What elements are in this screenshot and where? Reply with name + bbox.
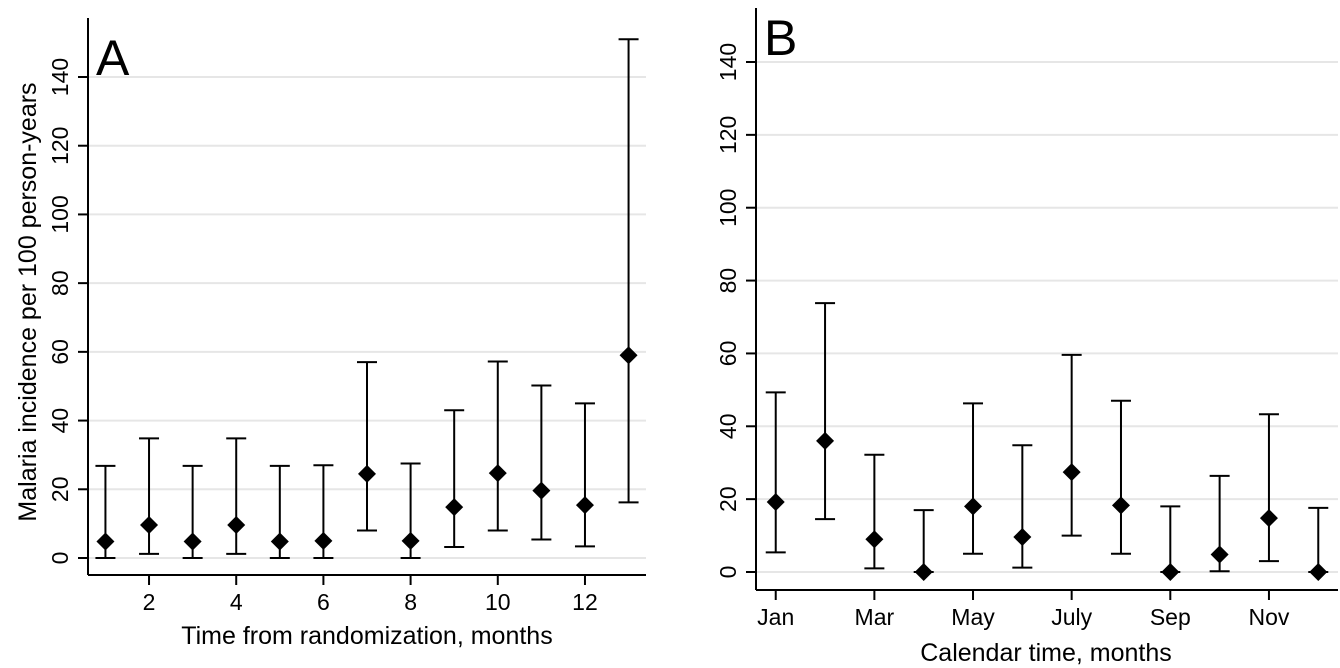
panel-b-point-9 — [1161, 563, 1180, 581]
panel-b-error-bar-11 — [1258, 413, 1279, 563]
panel-b-x-tick-label-4: Sep — [1150, 604, 1191, 630]
panel-a-label: A — [96, 30, 130, 86]
panel-b-point-4 — [914, 563, 933, 581]
panel-a-y-ticks: 0 20 40 60 80 100 120 140 — [47, 58, 88, 565]
panel-b-point-5 — [964, 497, 983, 516]
panel-b-error-bar-7 — [1061, 353, 1082, 537]
panel-a-y-tick-label-6: 120 — [47, 127, 73, 165]
panel-a-error-bar-4 — [226, 437, 247, 555]
panel-b-y-tick-label-7: 140 — [715, 43, 741, 81]
panel-a-error-bar-13 — [618, 38, 639, 504]
panel-a-error-bar-9 — [444, 409, 465, 549]
panel-b-error-bar-1 — [765, 391, 786, 554]
panel-b-point-6 — [1013, 528, 1032, 547]
panel-a-point-10 — [488, 464, 507, 483]
panel-b-y-tick-label-2: 40 — [715, 413, 741, 439]
panel-b-error-bar-5 — [963, 402, 984, 555]
panel-b-point-8 — [1111, 496, 1130, 515]
panel-a: 2 4 6 8 10 12 0 20 40 60 80 100 120 140 A Time from … — [14, 18, 646, 650]
panel-a-axes — [87, 18, 646, 576]
panel-b: Jan Mar May July Sep Nov 0 20 40 60 80 100 120 140 B… — [715, 8, 1338, 667]
panel-b-y-tick-label-5: 100 — [715, 189, 741, 227]
panel-b-point-12 — [1309, 563, 1328, 581]
panel-a-point-9 — [445, 498, 464, 517]
panel-a-x-ticks: 2 4 6 8 10 12 — [143, 575, 598, 615]
panel-b-y-tick-label-3: 60 — [715, 341, 741, 367]
panel-a-point-2 — [140, 516, 159, 535]
panel-b-y-tick-label-4: 80 — [715, 268, 741, 294]
panel-b-x-tick-label-3: July — [1051, 604, 1092, 630]
panel-a-error-bar-11 — [531, 384, 552, 541]
panel-a-y-tick-label-1: 20 — [47, 476, 73, 502]
panel-a-y-tick-label-7: 140 — [47, 58, 73, 96]
panel-a-point-12 — [575, 496, 594, 515]
panel-b-y-tick-label-0: 0 — [715, 566, 741, 579]
panel-a-point-1 — [96, 532, 115, 551]
panel-a-y-tick-label-2: 40 — [47, 408, 73, 434]
panel-b-error-bar-2 — [815, 302, 836, 521]
panel-a-error-bars — [95, 38, 639, 559]
panel-b-label: B — [764, 10, 797, 66]
panel-a-error-bar-7 — [357, 361, 377, 532]
panel-a-markers — [96, 346, 638, 551]
panel-b-x-tick-label-2: May — [951, 604, 995, 630]
panel-b-error-bar-6 — [1012, 444, 1033, 569]
panel-b-y-ticks: 0 20 40 60 80 100 120 140 — [715, 43, 756, 579]
panel-b-error-bar-12 — [1308, 506, 1329, 573]
panel-b-error-bars — [765, 302, 1329, 573]
panel-b-point-3 — [865, 530, 884, 549]
panel-b-x-tick-label-1: Mar — [855, 604, 895, 630]
panel-a-point-4 — [227, 516, 246, 535]
panel-b-markers — [766, 431, 1328, 581]
panel-b-y-tick-label-1: 20 — [715, 486, 741, 512]
panel-b-point-10 — [1210, 545, 1229, 564]
panel-b-error-bar-9 — [1160, 505, 1181, 573]
panel-a-error-bar-12 — [574, 402, 595, 548]
panel-a-x-tick-label-2: 6 — [317, 589, 330, 615]
panel-a-point-3 — [183, 532, 202, 551]
panel-b-grid — [756, 61, 1338, 573]
panel-a-point-11 — [532, 481, 551, 500]
panel-b-error-bar-8 — [1110, 399, 1131, 555]
panel-a-x-tick-label-5: 12 — [572, 589, 598, 615]
panel-b-y-tick-label-6: 120 — [715, 116, 741, 154]
panel-a-x-tick-label-4: 10 — [485, 589, 511, 615]
panel-b-x-axis-title: Calendar time, months — [920, 639, 1172, 667]
panel-a-error-bar-10 — [487, 360, 508, 532]
panel-a-x-tick-label-3: 8 — [404, 589, 417, 615]
panel-a-y-tick-label-5: 100 — [47, 195, 73, 233]
panel-b-axes — [755, 8, 1338, 591]
panel-b-point-11 — [1259, 509, 1278, 528]
panel-b-x-tick-label-5: Nov — [1248, 604, 1289, 630]
panel-b-error-bar-3 — [864, 453, 885, 570]
panel-a-point-6 — [314, 531, 333, 550]
panel-b-point-1 — [766, 493, 785, 512]
panel-a-x-tick-label-0: 2 — [143, 589, 156, 615]
panel-b-point-7 — [1062, 463, 1081, 482]
panel-a-y-tick-label-4: 80 — [47, 270, 73, 296]
panel-a-y-axis-title: Malaria incidence per 100 person-years — [14, 82, 42, 521]
panel-a-x-axis-title: Time from randomization, months — [181, 622, 552, 650]
panel-a-y-tick-label-3: 60 — [47, 339, 73, 365]
panel-a-y-tick-label-0: 0 — [47, 552, 73, 565]
panel-a-point-8 — [401, 531, 420, 550]
panel-b-x-ticks: Jan Mar May July Sep Nov — [757, 590, 1290, 630]
panel-b-error-bar-4 — [913, 509, 934, 573]
panel-a-point-5 — [270, 532, 289, 551]
panel-a-error-bar-2 — [139, 437, 160, 555]
panel-a-point-7 — [358, 464, 376, 483]
panel-a-x-tick-label-1: 4 — [230, 589, 243, 615]
panel-b-x-tick-label-0: Jan — [757, 604, 794, 630]
panel-a-point-13 — [619, 346, 638, 365]
panel-b-point-2 — [816, 431, 835, 450]
